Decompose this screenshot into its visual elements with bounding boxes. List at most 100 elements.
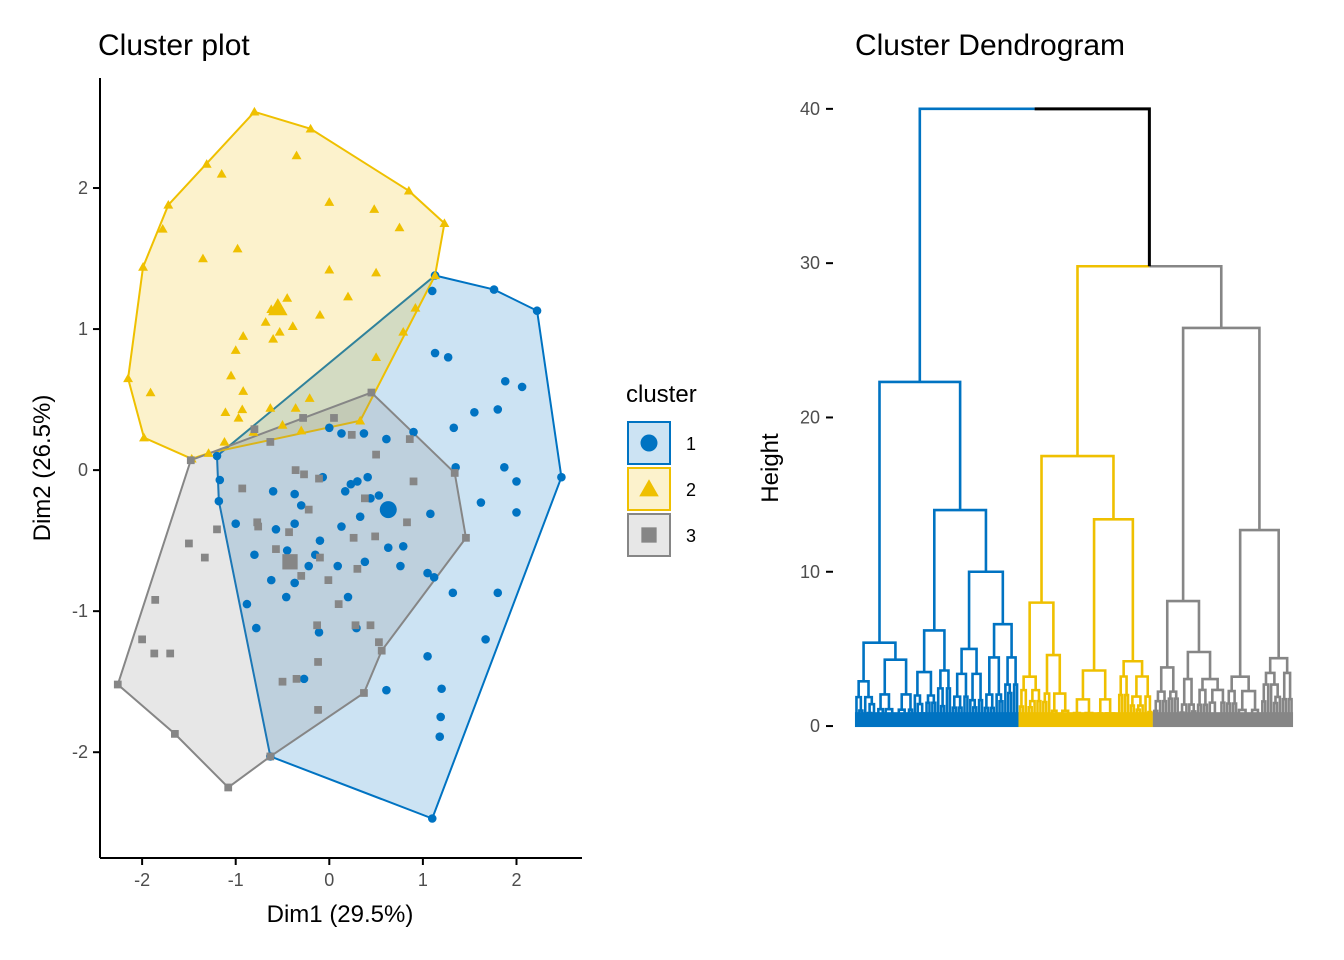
cluster-2-point xyxy=(403,185,414,195)
merge-2-3-left xyxy=(1076,264,1150,457)
cluster-2-point xyxy=(201,159,212,168)
cluster-2-point xyxy=(394,222,405,232)
dendrogram-y-tick-label: 20 xyxy=(800,407,820,427)
cluster-1-point xyxy=(532,306,542,316)
cluster-1-leaves xyxy=(854,712,1019,728)
cluster-2-point xyxy=(220,407,231,416)
legend-entries: 1 2 3 xyxy=(627,421,696,557)
x-tick-label: 0 xyxy=(324,870,334,890)
dendrogram-branch xyxy=(855,695,863,727)
dendrogram-branch xyxy=(922,629,946,673)
cluster-2-point xyxy=(324,264,335,274)
cluster-3-point xyxy=(278,677,287,686)
cluster-1-point xyxy=(325,423,334,433)
scatter-axes: -2 -1 0 1 2 -2 -1 0 1 2 xyxy=(72,78,582,890)
cluster-2-point xyxy=(290,403,301,412)
dendrogram-axes: 0 10 20 30 40 xyxy=(800,99,833,736)
cluster-2-point xyxy=(145,387,156,397)
cluster-2-point xyxy=(371,352,382,361)
cluster-3-point xyxy=(377,646,386,655)
dendrogram-branch xyxy=(1240,689,1257,710)
cluster-3-point xyxy=(138,635,146,644)
dendrogram-branch xyxy=(1117,693,1124,727)
dendrogram-branch xyxy=(992,622,1013,658)
merge-2-3-right xyxy=(1149,264,1223,328)
legend-symbol xyxy=(639,479,659,497)
cluster-1-point xyxy=(299,674,309,684)
dendrogram-y-tick-label: 40 xyxy=(800,99,820,119)
cluster-1-point xyxy=(493,588,503,598)
x-tick-label: -1 xyxy=(228,870,244,890)
y-tick-label: 1 xyxy=(78,319,88,339)
x-tick-label: 2 xyxy=(511,870,521,890)
cluster-3-point xyxy=(334,600,343,608)
dendrogram-branch xyxy=(1004,683,1012,727)
dendrogram-y-axis-title: Height xyxy=(757,433,784,503)
x-tick-label: -2 xyxy=(134,870,150,890)
cluster-3-point xyxy=(371,532,380,541)
cluster-1-point xyxy=(282,546,292,555)
cluster-2-point xyxy=(291,150,302,160)
dendrogram: Cluster Dendrogram 0 10 20 30 40 Height xyxy=(757,29,1294,736)
x-axis-title: Dim1 (29.5%) xyxy=(267,901,414,928)
legend-entry-2: 2 xyxy=(627,467,696,511)
cluster-2-point xyxy=(219,436,230,446)
dendrogram-branch xyxy=(926,694,936,703)
cluster-1-point xyxy=(398,541,408,551)
dendrogram-branch xyxy=(1098,698,1112,714)
dendrogram-branch xyxy=(1282,671,1292,700)
cluster-1-point xyxy=(481,635,490,644)
dendrogram-branch xyxy=(1028,601,1055,677)
dendrogram-branch xyxy=(967,570,1005,649)
cluster-1-centroid xyxy=(379,501,397,519)
dendrogram-branch xyxy=(1268,656,1289,673)
cluster-2-point xyxy=(398,326,409,336)
dendrogram-branch xyxy=(857,680,870,698)
legend: cluster 1 2 3 xyxy=(626,381,697,557)
cluster-2-point xyxy=(371,267,382,277)
cluster-2-point xyxy=(304,393,315,402)
y-tick-label: 0 xyxy=(78,460,88,480)
cluster-1-point xyxy=(449,423,459,433)
y-tick-label: -1 xyxy=(72,601,88,621)
dendrogram-branch xyxy=(916,670,933,696)
cluster-3-point xyxy=(450,469,459,477)
cluster-3-point xyxy=(330,414,338,422)
cluster-3-point xyxy=(314,658,322,666)
cluster-1-merge xyxy=(878,380,962,643)
dendrogram-branch xyxy=(1043,692,1051,727)
cluster-1-point xyxy=(363,472,372,482)
cluster-1-point xyxy=(212,451,222,461)
legend-symbol xyxy=(641,527,657,543)
cluster-1-point xyxy=(360,557,370,567)
cluster-2-point xyxy=(343,291,353,301)
dendrogram-branch xyxy=(945,687,952,727)
dendrogram-branch xyxy=(1123,693,1130,727)
cluster-2-point xyxy=(157,223,168,233)
cluster-3-point xyxy=(353,564,362,573)
cluster-1-point xyxy=(290,489,299,499)
cluster-3-merge xyxy=(1181,326,1261,602)
legend-label: 3 xyxy=(686,526,696,546)
cluster-3-point xyxy=(297,572,306,580)
dendrogram-branch xyxy=(1135,675,1150,697)
cluster-1-point xyxy=(268,486,278,496)
cluster-1-point xyxy=(359,429,369,438)
cluster-points xyxy=(113,106,566,823)
root-merge-right xyxy=(1034,107,1151,267)
cluster-2-merge xyxy=(1040,454,1115,603)
dendrogram-y-tick-label: 10 xyxy=(800,562,820,582)
cluster-2-point xyxy=(355,415,366,425)
cluster-1-point xyxy=(476,498,486,507)
cluster-3-point xyxy=(250,425,259,434)
cluster-3-point xyxy=(166,649,175,658)
cluster-3-point xyxy=(300,470,308,479)
cluster-1-point xyxy=(382,434,391,444)
cluster-1-point xyxy=(340,486,350,496)
cluster-1-point xyxy=(557,472,566,482)
dendrogram-branch xyxy=(1119,675,1128,696)
cluster-3-point xyxy=(285,528,293,537)
cluster-1-point xyxy=(493,405,503,414)
dendrogram-branch xyxy=(939,669,950,689)
